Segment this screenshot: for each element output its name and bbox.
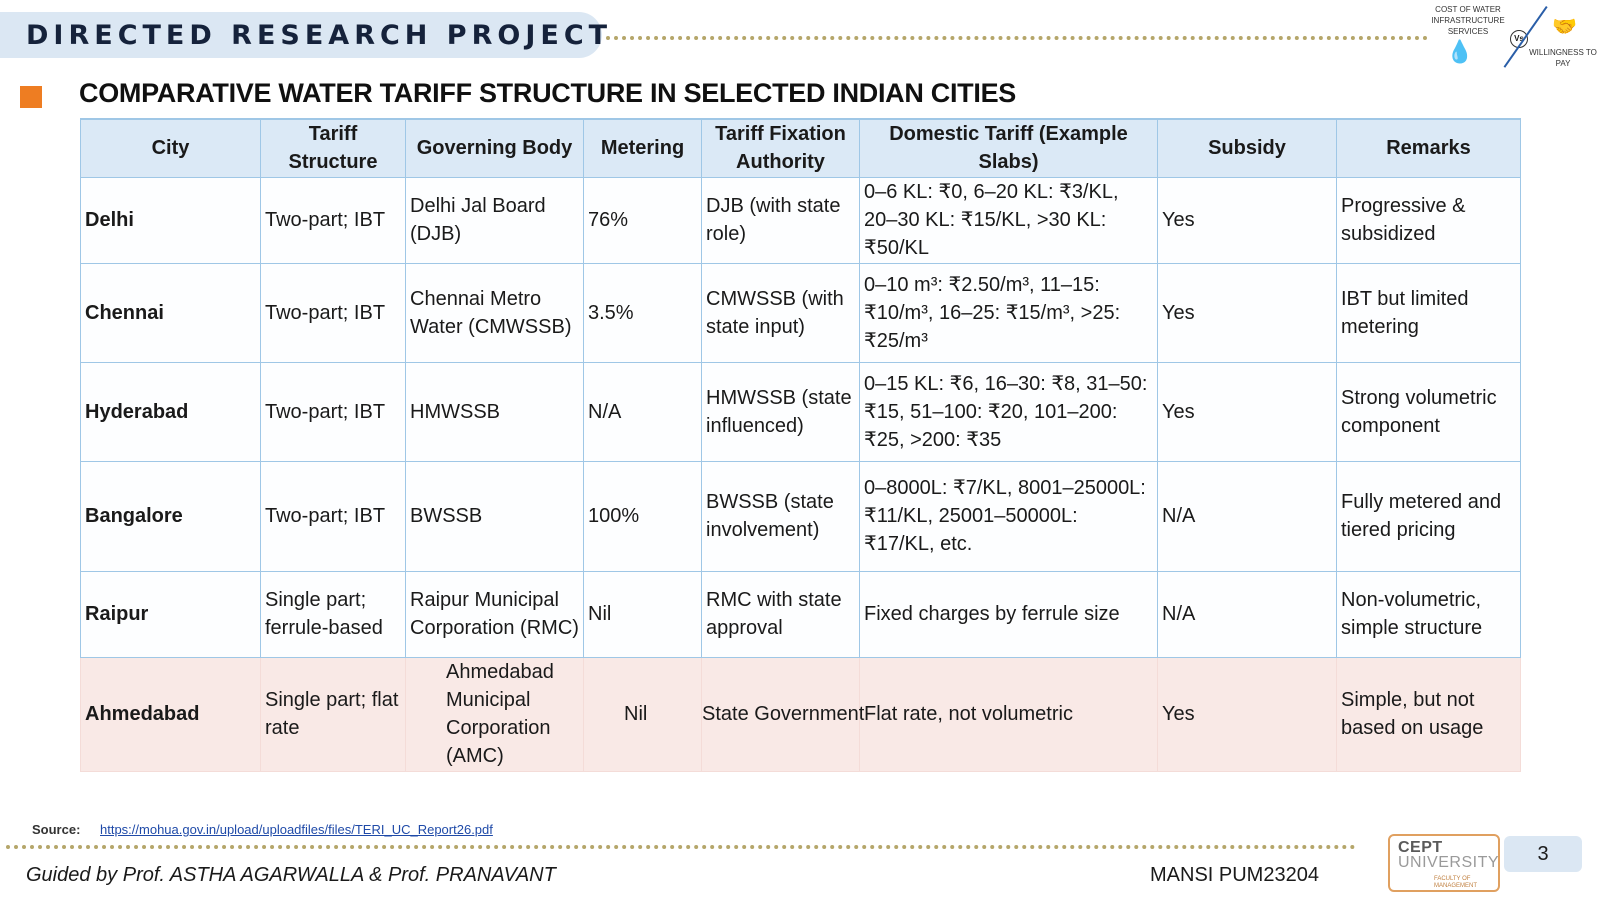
cell-remarks: Non-volumetric, simple structure bbox=[1336, 570, 1521, 658]
project-logo: COST OF WATER INFRASTRUCTURE SERVICES 💧 … bbox=[1424, 2, 1597, 72]
tariff-table-container: City Tariff Structure Governing Body Met… bbox=[80, 118, 1521, 772]
cell-remarks: IBT but limited metering bbox=[1336, 262, 1521, 363]
cell-remarks: Fully metered and tiered pricing bbox=[1336, 460, 1521, 572]
cell-governing-body: Delhi Jal Board (DJB) bbox=[405, 176, 584, 264]
table-header-row: City Tariff Structure Governing Body Met… bbox=[80, 118, 1521, 178]
cell-metering: N/A bbox=[583, 361, 702, 462]
column-header-metering: Metering bbox=[583, 118, 702, 178]
cept-university-logo: CEPT UNIVERSITY FACULTY OF MANAGEMENT bbox=[1388, 834, 1500, 892]
page-number: 3 bbox=[1504, 836, 1582, 872]
cell-tariff-fixation-authority: DJB (with state role) bbox=[701, 176, 860, 264]
cell-subsidy: Yes bbox=[1157, 656, 1337, 772]
column-header-subsidy: Subsidy bbox=[1157, 118, 1337, 178]
header-title: DIRECTED RESEARCH PROJECT bbox=[26, 20, 613, 51]
water-drop-icon: 💧 bbox=[1446, 40, 1474, 65]
tariff-comparison-table: City Tariff Structure Governing Body Met… bbox=[80, 118, 1521, 772]
cell-metering: Nil bbox=[583, 656, 702, 772]
cell-tariff-fixation-authority: BWSSB (state involvement) bbox=[701, 460, 860, 572]
guided-by-text: Guided by Prof. ASTHA AGARWALLA & Prof. … bbox=[26, 864, 556, 886]
logo-right-text: WILLINGNESS TO PAY bbox=[1529, 48, 1597, 68]
cell-tariff-structure: Single part; ferrule-based bbox=[260, 570, 406, 658]
table-row-highlighted: Ahmedabad Single part; flat rate Ahmedab… bbox=[80, 656, 1521, 772]
table-row: Bangalore Two-part; IBT BWSSB 100% BWSSB… bbox=[80, 460, 1521, 572]
column-header-city: City bbox=[80, 118, 261, 178]
cell-remarks: Strong volumetric component bbox=[1336, 361, 1521, 462]
column-header-governing-body: Governing Body bbox=[405, 118, 584, 178]
cell-remarks: Simple, but not based on usage bbox=[1336, 656, 1521, 772]
table-row: Raipur Single part; ferrule-based Raipur… bbox=[80, 570, 1521, 658]
column-header-tariff-structure: Tariff Structure bbox=[260, 118, 406, 178]
cell-tariff-fixation-authority: HMWSSB (state influenced) bbox=[701, 361, 860, 462]
source-label: Source: bbox=[32, 822, 81, 837]
handshake-icon: 🤝 bbox=[1552, 14, 1577, 38]
cell-tariff-structure: Single part; flat rate bbox=[260, 656, 406, 772]
cell-subsidy: N/A bbox=[1157, 570, 1337, 658]
cell-metering: Nil bbox=[583, 570, 702, 658]
cell-subsidy: N/A bbox=[1157, 460, 1337, 572]
cell-subsidy: Yes bbox=[1157, 176, 1337, 264]
column-header-tariff-fixation-authority: Tariff Fixation Authority bbox=[701, 118, 860, 178]
cell-governing-body: Chennai Metro Water (CMWSSB) bbox=[405, 262, 584, 363]
cell-domestic-tariff: Fixed charges by ferrule size bbox=[859, 570, 1158, 658]
column-header-remarks: Remarks bbox=[1336, 118, 1521, 178]
column-header-domestic-tariff: Domestic Tariff (Example Slabs) bbox=[859, 118, 1158, 178]
cell-tariff-fixation-authority: State Government bbox=[701, 656, 864, 772]
cell-city: Ahmedabad bbox=[80, 656, 261, 772]
header-banner bbox=[0, 12, 602, 58]
slide-title: COMPARATIVE WATER TARIFF STRUCTURE IN SE… bbox=[79, 78, 1016, 108]
cell-tariff-fixation-authority: RMC with state approval bbox=[701, 570, 860, 658]
cell-metering: 76% bbox=[583, 176, 702, 264]
table-row: Chennai Two-part; IBT Chennai Metro Wate… bbox=[80, 262, 1521, 363]
cell-city: Delhi bbox=[80, 176, 261, 264]
cell-city: Hyderabad bbox=[80, 361, 261, 462]
cell-governing-body: HMWSSB bbox=[405, 361, 584, 462]
author-text: MANSI PUM23204 bbox=[1150, 864, 1319, 886]
logo-university-text: UNIVERSITY bbox=[1398, 854, 1500, 871]
cell-subsidy: Yes bbox=[1157, 361, 1337, 462]
table-row: Delhi Two-part; IBT Delhi Jal Board (DJB… bbox=[80, 176, 1521, 264]
cell-city: Chennai bbox=[80, 262, 261, 363]
cell-governing-body: BWSSB bbox=[405, 460, 584, 572]
cell-metering: 3.5% bbox=[583, 262, 702, 363]
cell-domestic-tariff: Flat rate, not volumetric bbox=[859, 656, 1158, 772]
cell-tariff-structure: Two-part; IBT bbox=[260, 176, 406, 264]
cell-city: Raipur bbox=[80, 570, 261, 658]
source-link[interactable]: https://mohua.gov.in/upload/uploadfiles/… bbox=[100, 822, 493, 837]
footer-dotted-divider bbox=[6, 845, 1356, 849]
title-bullet-square bbox=[20, 86, 42, 108]
cell-domestic-tariff: 0–10 m³: ₹2.50/m³, 11–15: ₹10/m³, 16–25:… bbox=[859, 262, 1158, 363]
cell-governing-body: Ahmedabad Municipal Corporation (AMC) bbox=[405, 656, 584, 772]
cell-governing-body: Raipur Municipal Corporation (RMC) bbox=[405, 570, 584, 658]
logo-cept-text: CEPT bbox=[1398, 839, 1443, 856]
cell-tariff-structure: Two-part; IBT bbox=[260, 262, 406, 363]
cell-domestic-tariff: 0–15 KL: ₹6, 16–30: ₹8, 31–50: ₹15, 51–1… bbox=[859, 361, 1158, 462]
logo-faculty-text: FACULTY OF MANAGEMENT bbox=[1434, 876, 1478, 889]
cell-tariff-fixation-authority: CMWSSB (with state input) bbox=[701, 262, 860, 363]
cell-tariff-structure: Two-part; IBT bbox=[260, 460, 406, 572]
cell-tariff-structure: Two-part; IBT bbox=[260, 361, 406, 462]
cell-metering: 100% bbox=[583, 460, 702, 572]
table-row: Hyderabad Two-part; IBT HMWSSB N/A HMWSS… bbox=[80, 361, 1521, 462]
header-dotted-divider bbox=[606, 36, 1428, 40]
cell-subsidy: Yes bbox=[1157, 262, 1337, 363]
cell-domestic-tariff: 0–6 KL: ₹0, 6–20 KL: ₹3/KL, 20–30 KL: ₹1… bbox=[859, 176, 1158, 264]
cell-domestic-tariff: 0–8000L: ₹7/KL, 8001–25000L: ₹11/KL, 250… bbox=[859, 460, 1158, 572]
cell-remarks: Progressive & subsidized bbox=[1336, 176, 1521, 264]
logo-left-text: COST OF WATER INFRASTRUCTURE SERVICES bbox=[1431, 5, 1505, 36]
cell-city: Bangalore bbox=[80, 460, 261, 572]
